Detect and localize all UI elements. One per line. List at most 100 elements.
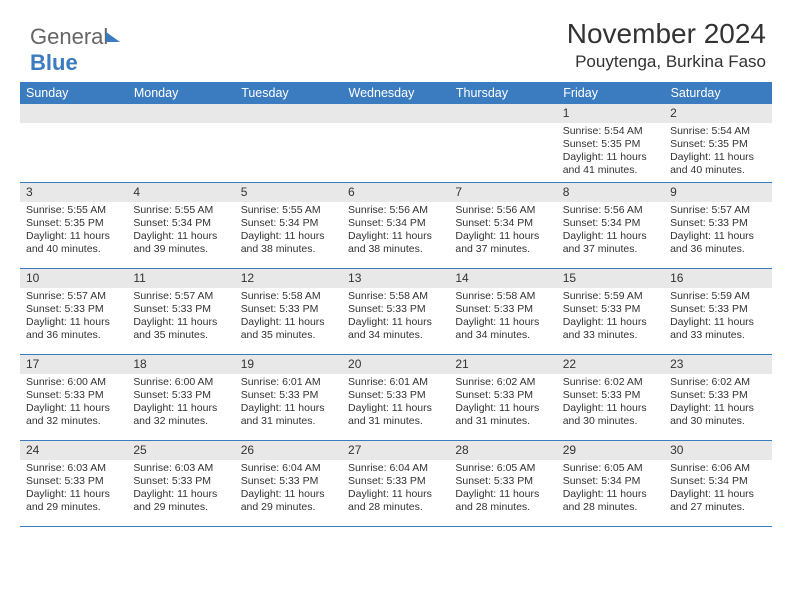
sunset-text: Sunset: 5:34 PM xyxy=(348,217,443,230)
sunrise-text: Sunrise: 5:56 AM xyxy=(563,204,658,217)
calendar-week-row: 24Sunrise: 6:03 AMSunset: 5:33 PMDayligh… xyxy=(20,440,772,526)
sunset-text: Sunset: 5:33 PM xyxy=(455,389,550,402)
day-details: Sunrise: 6:02 AMSunset: 5:33 PMDaylight:… xyxy=(664,374,771,433)
calendar-day-cell: 12Sunrise: 5:58 AMSunset: 5:33 PMDayligh… xyxy=(235,268,342,354)
daylight-text: Daylight: 11 hours and 28 minutes. xyxy=(563,488,658,514)
calendar-day-cell: 9Sunrise: 5:57 AMSunset: 5:33 PMDaylight… xyxy=(664,182,771,268)
weekday-header: Sunday xyxy=(20,82,127,104)
day-details: Sunrise: 6:00 AMSunset: 5:33 PMDaylight:… xyxy=(20,374,127,433)
daylight-text: Daylight: 11 hours and 38 minutes. xyxy=(348,230,443,256)
calendar-day-cell xyxy=(449,104,556,182)
calendar-day-cell: 16Sunrise: 5:59 AMSunset: 5:33 PMDayligh… xyxy=(664,268,771,354)
calendar-week-row: 1Sunrise: 5:54 AMSunset: 5:35 PMDaylight… xyxy=(20,104,772,182)
day-details: Sunrise: 5:55 AMSunset: 5:34 PMDaylight:… xyxy=(235,202,342,261)
weekday-header: Monday xyxy=(127,82,234,104)
calendar-day-cell: 4Sunrise: 5:55 AMSunset: 5:34 PMDaylight… xyxy=(127,182,234,268)
sunset-text: Sunset: 5:33 PM xyxy=(563,303,658,316)
sunrise-text: Sunrise: 5:59 AM xyxy=(563,290,658,303)
day-number xyxy=(235,104,342,123)
daylight-text: Daylight: 11 hours and 39 minutes. xyxy=(133,230,228,256)
sunset-text: Sunset: 5:34 PM xyxy=(563,217,658,230)
daylight-text: Daylight: 11 hours and 29 minutes. xyxy=(241,488,336,514)
day-details: Sunrise: 6:02 AMSunset: 5:33 PMDaylight:… xyxy=(449,374,556,433)
daylight-text: Daylight: 11 hours and 34 minutes. xyxy=(455,316,550,342)
calendar-week-row: 3Sunrise: 5:55 AMSunset: 5:35 PMDaylight… xyxy=(20,182,772,268)
daylight-text: Daylight: 11 hours and 31 minutes. xyxy=(241,402,336,428)
logo: General Blue xyxy=(30,24,120,76)
sunset-text: Sunset: 5:33 PM xyxy=(670,217,765,230)
sunset-text: Sunset: 5:35 PM xyxy=(26,217,121,230)
day-details: Sunrise: 5:56 AMSunset: 5:34 PMDaylight:… xyxy=(449,202,556,261)
calendar-day-cell xyxy=(127,104,234,182)
day-details: Sunrise: 5:54 AMSunset: 5:35 PMDaylight:… xyxy=(664,123,771,182)
day-details: Sunrise: 5:58 AMSunset: 5:33 PMDaylight:… xyxy=(449,288,556,347)
calendar-day-cell: 25Sunrise: 6:03 AMSunset: 5:33 PMDayligh… xyxy=(127,440,234,526)
logo-triangle-icon xyxy=(106,32,120,42)
calendar-day-cell xyxy=(235,104,342,182)
daylight-text: Daylight: 11 hours and 31 minutes. xyxy=(348,402,443,428)
day-number: 24 xyxy=(20,441,127,460)
sunset-text: Sunset: 5:33 PM xyxy=(348,389,443,402)
sunrise-text: Sunrise: 6:03 AM xyxy=(133,462,228,475)
page-title: November 2024 xyxy=(20,18,766,50)
day-number: 19 xyxy=(235,355,342,374)
daylight-text: Daylight: 11 hours and 27 minutes. xyxy=(670,488,765,514)
sunset-text: Sunset: 5:33 PM xyxy=(26,303,121,316)
day-details: Sunrise: 5:57 AMSunset: 5:33 PMDaylight:… xyxy=(664,202,771,261)
logo-part2: Blue xyxy=(30,50,78,75)
sunrise-text: Sunrise: 5:56 AM xyxy=(455,204,550,217)
calendar-day-cell: 28Sunrise: 6:05 AMSunset: 5:33 PMDayligh… xyxy=(449,440,556,526)
calendar-day-cell: 15Sunrise: 5:59 AMSunset: 5:33 PMDayligh… xyxy=(557,268,664,354)
calendar-day-cell: 1Sunrise: 5:54 AMSunset: 5:35 PMDaylight… xyxy=(557,104,664,182)
day-details: Sunrise: 6:04 AMSunset: 5:33 PMDaylight:… xyxy=(235,460,342,519)
day-details: Sunrise: 6:01 AMSunset: 5:33 PMDaylight:… xyxy=(235,374,342,433)
sunset-text: Sunset: 5:35 PM xyxy=(670,138,765,151)
sunrise-text: Sunrise: 6:05 AM xyxy=(455,462,550,475)
logo-part1: General xyxy=(30,24,108,49)
day-number: 2 xyxy=(664,104,771,123)
weekday-header: Saturday xyxy=(664,82,771,104)
daylight-text: Daylight: 11 hours and 30 minutes. xyxy=(563,402,658,428)
daylight-text: Daylight: 11 hours and 28 minutes. xyxy=(455,488,550,514)
daylight-text: Daylight: 11 hours and 28 minutes. xyxy=(348,488,443,514)
day-number: 6 xyxy=(342,183,449,202)
day-details: Sunrise: 5:54 AMSunset: 5:35 PMDaylight:… xyxy=(557,123,664,182)
sunrise-text: Sunrise: 6:01 AM xyxy=(241,376,336,389)
calendar-day-cell: 27Sunrise: 6:04 AMSunset: 5:33 PMDayligh… xyxy=(342,440,449,526)
calendar-day-cell: 22Sunrise: 6:02 AMSunset: 5:33 PMDayligh… xyxy=(557,354,664,440)
day-details: Sunrise: 6:06 AMSunset: 5:34 PMDaylight:… xyxy=(664,460,771,519)
weekday-header: Friday xyxy=(557,82,664,104)
daylight-text: Daylight: 11 hours and 29 minutes. xyxy=(133,488,228,514)
calendar-day-cell: 13Sunrise: 5:58 AMSunset: 5:33 PMDayligh… xyxy=(342,268,449,354)
day-details: Sunrise: 6:03 AMSunset: 5:33 PMDaylight:… xyxy=(127,460,234,519)
daylight-text: Daylight: 11 hours and 31 minutes. xyxy=(455,402,550,428)
day-details: Sunrise: 6:05 AMSunset: 5:34 PMDaylight:… xyxy=(557,460,664,519)
sunrise-text: Sunrise: 5:55 AM xyxy=(26,204,121,217)
calendar-day-cell xyxy=(342,104,449,182)
day-number: 27 xyxy=(342,441,449,460)
day-details: Sunrise: 6:05 AMSunset: 5:33 PMDaylight:… xyxy=(449,460,556,519)
sunset-text: Sunset: 5:33 PM xyxy=(348,303,443,316)
sunrise-text: Sunrise: 5:57 AM xyxy=(26,290,121,303)
daylight-text: Daylight: 11 hours and 32 minutes. xyxy=(133,402,228,428)
sunset-text: Sunset: 5:33 PM xyxy=(133,303,228,316)
calendar-day-cell: 8Sunrise: 5:56 AMSunset: 5:34 PMDaylight… xyxy=(557,182,664,268)
day-number: 13 xyxy=(342,269,449,288)
day-details: Sunrise: 5:59 AMSunset: 5:33 PMDaylight:… xyxy=(557,288,664,347)
calendar-day-cell: 21Sunrise: 6:02 AMSunset: 5:33 PMDayligh… xyxy=(449,354,556,440)
daylight-text: Daylight: 11 hours and 41 minutes. xyxy=(563,151,658,177)
sunrise-text: Sunrise: 5:54 AM xyxy=(563,125,658,138)
weekday-header: Thursday xyxy=(449,82,556,104)
sunset-text: Sunset: 5:33 PM xyxy=(455,303,550,316)
sunrise-text: Sunrise: 6:06 AM xyxy=(670,462,765,475)
sunset-text: Sunset: 5:34 PM xyxy=(133,217,228,230)
day-number: 3 xyxy=(20,183,127,202)
day-details: Sunrise: 5:55 AMSunset: 5:35 PMDaylight:… xyxy=(20,202,127,261)
sunset-text: Sunset: 5:34 PM xyxy=(455,217,550,230)
calendar-day-cell xyxy=(20,104,127,182)
daylight-text: Daylight: 11 hours and 35 minutes. xyxy=(241,316,336,342)
daylight-text: Daylight: 11 hours and 37 minutes. xyxy=(563,230,658,256)
day-number: 4 xyxy=(127,183,234,202)
day-details: Sunrise: 5:57 AMSunset: 5:33 PMDaylight:… xyxy=(20,288,127,347)
sunrise-text: Sunrise: 6:02 AM xyxy=(670,376,765,389)
